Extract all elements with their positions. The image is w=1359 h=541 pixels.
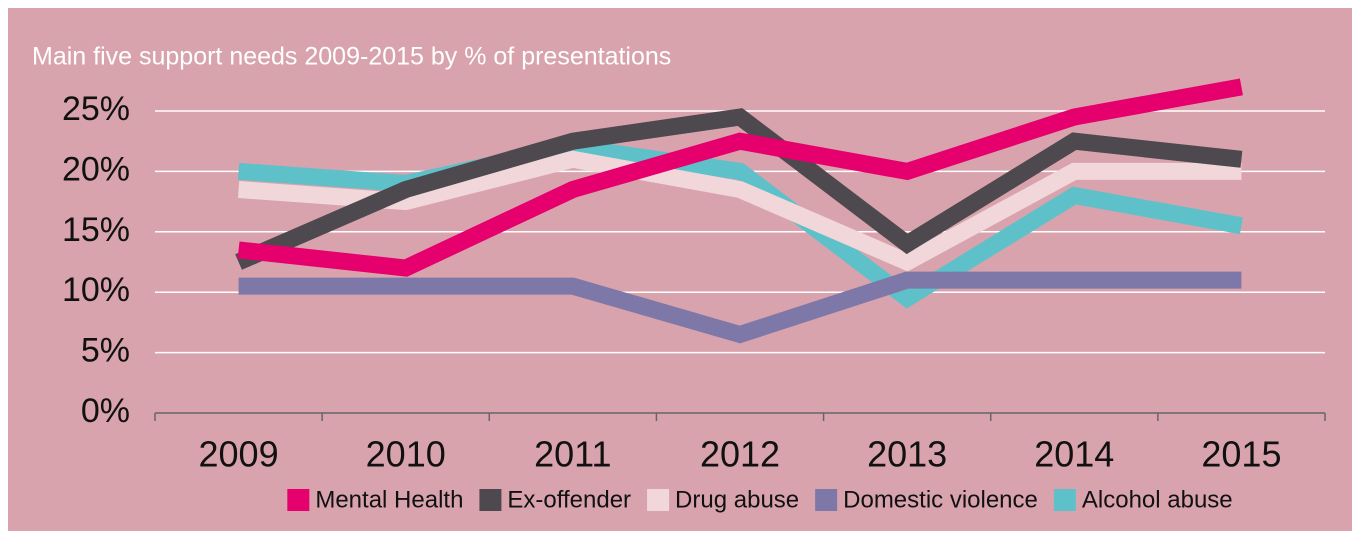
legend: Mental Health Ex-offender Drug abuse Domest… — [287, 486, 1233, 513]
y-tick-label: 10% — [62, 271, 130, 309]
chart-background — [8, 8, 1352, 531]
legend-label: Mental Health — [315, 486, 463, 513]
y-tick-label: 25% — [62, 90, 130, 128]
legend-swatch — [815, 489, 838, 511]
legend-swatch — [479, 489, 502, 511]
legend-label: Domestic violence — [843, 486, 1038, 513]
legend-label: Drug abuse — [675, 486, 799, 513]
chart-title: Main five support needs 2009-2015 by % o… — [32, 43, 671, 71]
legend-label: Ex-offender — [507, 486, 631, 513]
x-tick-label: 2014 — [1034, 434, 1114, 475]
x-tick-label: 2009 — [199, 434, 279, 475]
line-series — [235, 108, 1243, 270]
x-tick-label: 2013 — [867, 434, 947, 475]
x-tick-label: 2010 — [366, 434, 446, 475]
line-series — [238, 271, 1242, 344]
x-tick-label: 2012 — [700, 434, 780, 475]
legend-swatch — [1053, 489, 1076, 511]
x-tick-label: 2011 — [534, 434, 611, 475]
legend-swatch — [287, 489, 310, 511]
y-tick-label: 0% — [81, 392, 130, 430]
y-tick-label: 20% — [62, 150, 130, 188]
y-tick-label: 5% — [81, 332, 130, 370]
line-series — [237, 150, 1242, 272]
legend-swatch — [647, 489, 670, 511]
legend-label: Alcohol abuse — [1082, 486, 1233, 513]
line-series — [237, 78, 1243, 277]
x-tick-label: 2015 — [1201, 434, 1281, 475]
y-tick-label: 15% — [62, 211, 130, 249]
